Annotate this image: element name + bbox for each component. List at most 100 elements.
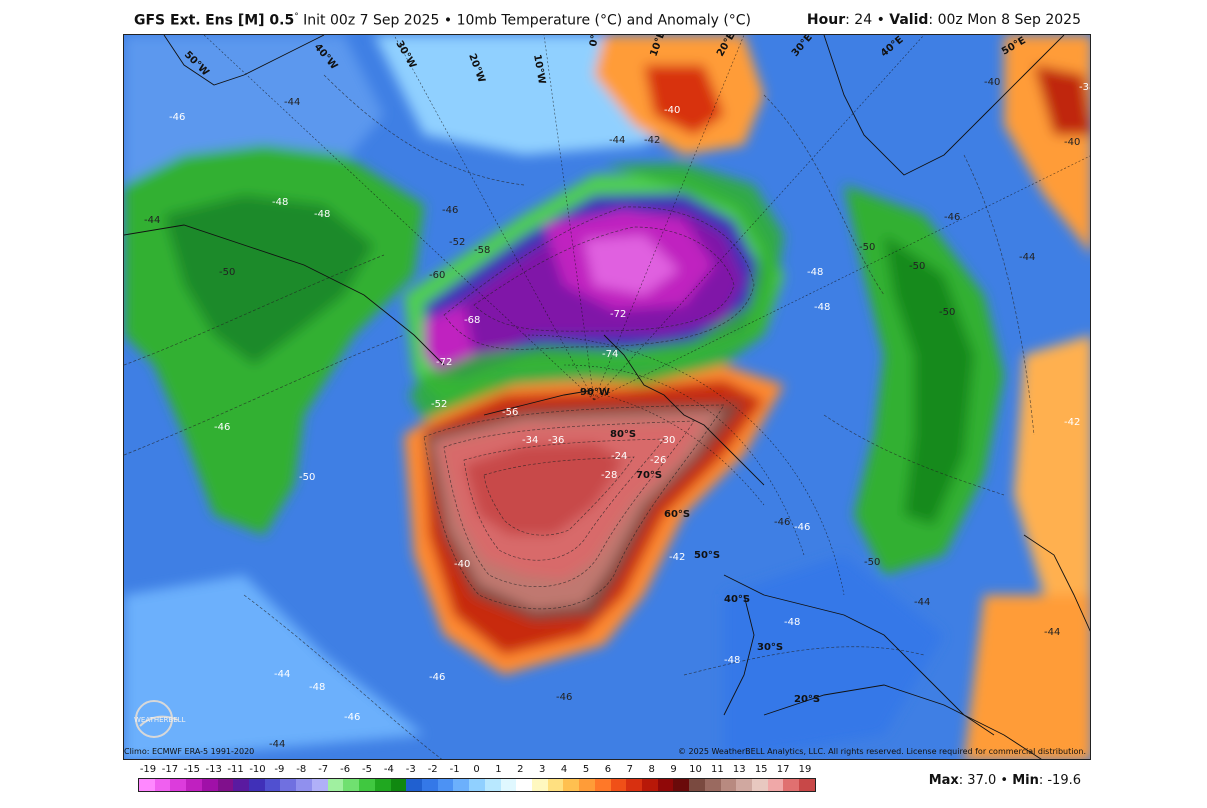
contour-label: -26	[650, 455, 666, 466]
contour-label: -72	[610, 309, 626, 320]
hour-value: : 24 •	[845, 12, 890, 28]
contour-label: -36	[548, 435, 564, 446]
lat-label: 50°S	[694, 550, 720, 561]
colorbar-tick-label: 17	[776, 764, 790, 775]
colorbar-tick-label: -4	[383, 764, 394, 775]
contour-label: -28	[601, 470, 617, 481]
contour-label: -48	[807, 267, 823, 278]
colorbar-swatch	[186, 779, 202, 791]
contour-label: -34	[522, 435, 538, 446]
contour-label: -56	[502, 407, 518, 418]
contour-label: -38	[1079, 82, 1091, 93]
contour-label: -46	[214, 422, 230, 433]
lon-label: 10°W	[531, 54, 547, 85]
climo-note: Climo: ECMWF ERA-5 1991-2020	[124, 747, 255, 756]
colorbar-swatch	[170, 779, 187, 791]
colorbar-tick-label: -19	[139, 764, 157, 775]
contour-label: -44	[1044, 627, 1060, 638]
contour-label: -30	[659, 435, 675, 446]
colorbar	[138, 778, 816, 792]
map-panel[interactable]: -46 -44 -44 -48 -48 -50 -46 -50 -44 -42 …	[123, 34, 1091, 760]
colorbar-swatch	[610, 779, 627, 791]
colorbar-swatch	[531, 779, 548, 791]
colorbar-swatch	[296, 779, 312, 791]
colorbar-tick-label: -5	[362, 764, 372, 775]
contour-label: -48	[309, 682, 325, 693]
min-value: : -19.6	[1038, 773, 1081, 788]
contour-label: -44	[1019, 252, 1035, 263]
contour-label: -44	[914, 597, 930, 608]
contour-label: -42	[1064, 417, 1080, 428]
colorbar-tick-label: -11	[227, 764, 244, 775]
colorbar-tick-label: -8	[296, 764, 307, 775]
valid-time: Hour: 24 • Valid: 00z Mon 8 Sep 2025	[807, 12, 1081, 28]
anomaly-field	[124, 35, 1090, 759]
colorbar-swatch	[264, 779, 281, 791]
contour-label: -50	[299, 472, 315, 483]
colorbar-tick-label: -3	[405, 764, 416, 775]
max-min-stats: Max: 37.0 • Min: -19.6	[929, 773, 1081, 788]
contour-label: -24	[611, 451, 627, 462]
contour-label: -40	[1064, 137, 1080, 148]
colorbar-swatch	[484, 779, 501, 791]
colorbar-swatch	[343, 779, 360, 791]
contour-label: -50	[219, 267, 235, 278]
colorbar-swatch	[233, 779, 250, 791]
colorbar-swatch	[767, 779, 784, 791]
colorbar-tick-label: 3	[539, 764, 546, 775]
colorbar-tick-label: 6	[604, 764, 612, 775]
colorbar-tick-label: 10	[689, 764, 702, 775]
colorbar-swatch	[500, 779, 517, 791]
contour-label: -48	[724, 655, 740, 666]
contour-label: -52	[431, 399, 447, 410]
colorbar-swatch	[406, 779, 422, 791]
contour-label: -48	[314, 209, 330, 220]
contour-label: -46	[344, 712, 360, 723]
contour-label: -50	[859, 242, 875, 253]
colorbar-tick-label: -13	[205, 764, 222, 775]
colorbar-swatch	[453, 779, 470, 791]
ens-name: Ens [M] 0.5	[205, 12, 295, 29]
colorbar-tick-label: 5	[582, 764, 590, 775]
valid-value: : 00z Mon 8 Sep 2025	[928, 12, 1081, 28]
colorbar-tick-label: -6	[340, 764, 351, 775]
model-name: GFS Ext.	[134, 12, 201, 29]
contour-label: -46	[429, 672, 445, 683]
lon-label: 90°W	[580, 387, 610, 398]
contour-label: -46	[944, 212, 960, 223]
colorbar-swatch	[469, 779, 485, 791]
colorbar-swatch	[594, 779, 611, 791]
colorbar-swatch	[280, 779, 297, 791]
contour-label: -50	[909, 261, 925, 272]
contour-label: -44	[274, 669, 290, 680]
colorbar-swatch	[642, 779, 658, 791]
colorbar-swatch	[689, 779, 705, 791]
colorbar-swatch	[327, 779, 344, 791]
hour-label: Hour	[806, 12, 846, 28]
colorbar-tick-label: 11	[711, 764, 724, 775]
weatherbell-logo: WEATHERBELL	[134, 700, 186, 738]
degree-mark: °	[294, 12, 299, 22]
temperature-anomaly-map: -46 -44 -44 -48 -48 -50 -46 -50 -44 -42 …	[124, 35, 1091, 759]
colorbar-swatch	[437, 779, 454, 791]
header: GFS Ext. Ens [M] 0.5° Init 00z 7 Sep 202…	[0, 0, 1207, 34]
lat-label: 40°S	[724, 594, 750, 605]
contour-label: -40	[454, 559, 470, 570]
contour-label: -72	[436, 357, 452, 368]
coastlines	[124, 35, 1090, 759]
contour-label: -44	[269, 739, 285, 750]
colorbar-tick-label: 1	[495, 764, 502, 775]
contour-label: -46	[774, 517, 790, 528]
contour-label: -68	[464, 315, 480, 326]
contour-labels: -46 -44 -44 -48 -48 -50 -46 -50 -44 -42 …	[144, 77, 1091, 750]
contour-label: -42	[644, 135, 660, 146]
colorbar-swatch	[311, 779, 328, 791]
colorbar-swatch	[752, 779, 768, 791]
lat-label: 20°S	[794, 694, 820, 705]
contour-label: -40	[984, 77, 1000, 88]
lat-label: 80°S	[610, 429, 636, 440]
colorbar-tick-label: -15	[183, 764, 200, 775]
contour-label: -46	[794, 522, 810, 533]
colorbar-swatch	[359, 779, 375, 791]
colorbar-tick-label: -17	[161, 764, 179, 775]
